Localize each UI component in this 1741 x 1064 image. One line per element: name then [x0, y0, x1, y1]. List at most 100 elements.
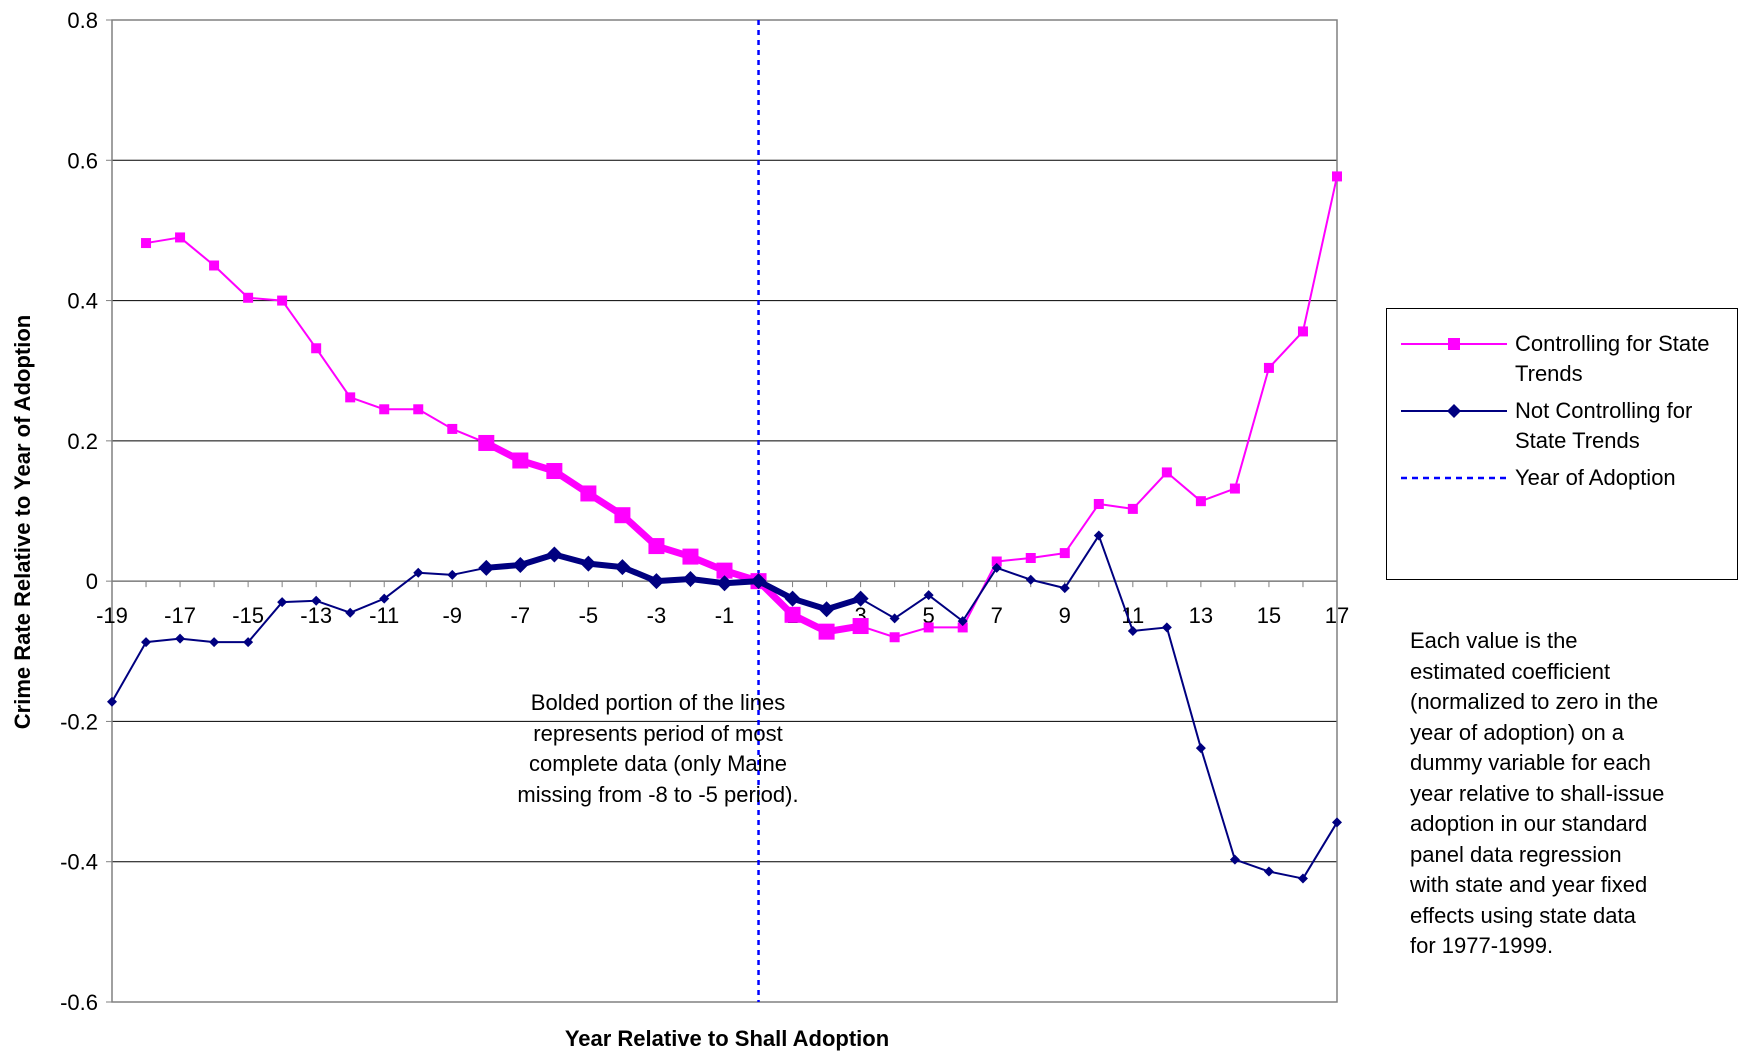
- data-point-square: [546, 463, 563, 480]
- series-segment: [893, 594, 930, 620]
- data-point-square: [1093, 498, 1104, 509]
- data-point-diamond: [923, 590, 934, 601]
- data-point-square: [175, 232, 186, 243]
- series-segment: [111, 641, 148, 703]
- series-segment: [1165, 626, 1202, 750]
- series-segment: [927, 594, 964, 623]
- data-point-diamond: [784, 590, 801, 607]
- note-line: with state and year fixed: [1410, 872, 1648, 897]
- data-point-diamond: [1297, 873, 1308, 884]
- data-point-diamond: [750, 573, 767, 590]
- data-point-square: [413, 404, 424, 415]
- x-tick-label: -7: [511, 603, 531, 628]
- data-point-square: [614, 507, 631, 524]
- series-segment: [281, 599, 318, 604]
- legend-label-line: State Trends: [1515, 428, 1640, 453]
- series-segment: [1301, 821, 1338, 880]
- data-point-diamond: [852, 590, 869, 607]
- y-tick-label: 0.2: [67, 429, 98, 454]
- note-line: adoption in our standard: [1410, 811, 1648, 836]
- legend-swatch-dotted-blue: [1401, 476, 1507, 480]
- series-segment: [995, 556, 1032, 563]
- note-line: dummy variable for each: [1410, 750, 1651, 775]
- series-segment: [1199, 487, 1236, 503]
- x-tick-label: 5: [923, 603, 935, 628]
- bold-period-annotation: Bolded portion of the lines represents p…: [478, 688, 838, 810]
- note-line: estimated coefficient: [1410, 658, 1611, 684]
- note-line: year of adoption) on a: [1410, 719, 1625, 745]
- series-segment: [619, 564, 660, 585]
- data-point-square: [716, 562, 733, 579]
- series-segment: [1199, 747, 1236, 861]
- x-tick-label: -11: [369, 603, 399, 628]
- methodology-note: Each value is the estimated coefficient …: [1410, 626, 1730, 962]
- plot-area-frame: [111, 19, 1338, 1003]
- data-point-diamond: [580, 555, 597, 572]
- data-point-square: [1195, 496, 1206, 507]
- series-segment: [859, 597, 896, 620]
- data-point-square: [1059, 548, 1070, 559]
- x-tick-label: -19: [96, 603, 128, 628]
- annotation-line: complete data (only Maine: [528, 751, 788, 776]
- legend-label-line: Controlling for State: [1515, 331, 1710, 356]
- series-segment: [145, 236, 182, 245]
- series-controlling: [141, 171, 1342, 643]
- series-segment: [1063, 502, 1100, 555]
- data-point-diamond: [889, 613, 900, 624]
- series-segment: [281, 299, 318, 350]
- series-segment: [1165, 471, 1202, 503]
- data-point-diamond: [1127, 625, 1138, 636]
- legend-label: Year of Adoption: [1515, 463, 1735, 493]
- series-segment: [1131, 471, 1168, 510]
- series-segment: [383, 571, 420, 600]
- x-tick-label: 9: [1059, 603, 1071, 628]
- x-tick-label: -1: [715, 603, 735, 628]
- x-tick-label: 13: [1189, 603, 1213, 628]
- series-segment: [349, 396, 386, 411]
- data-point-square: [580, 485, 597, 502]
- data-point-diamond: [1059, 583, 1070, 594]
- data-point-square: [1127, 503, 1138, 514]
- series-segment: [1097, 534, 1134, 632]
- data-point-square: [784, 606, 801, 623]
- y-axis-title: Crime Rate Relative to Year of Adoption: [10, 315, 35, 729]
- data-point-square: [648, 538, 665, 555]
- series-segment: [893, 626, 930, 639]
- data-point-diamond: [413, 567, 424, 578]
- series-segment: [961, 566, 998, 623]
- x-tick-label: -15: [232, 603, 264, 628]
- series-segment: [1267, 870, 1304, 880]
- legend-label-line: Year of Adoption: [1515, 465, 1676, 490]
- annotation-line: represents period of most: [533, 720, 783, 746]
- annotation-line: missing from -8 to -5 period).: [517, 781, 799, 807]
- series-segment: [315, 347, 352, 399]
- data-point-diamond: [107, 696, 117, 707]
- data-point-diamond: [141, 637, 152, 648]
- y-tick-label: -0.2: [60, 709, 98, 734]
- data-point-diamond: [1229, 854, 1240, 865]
- note-line: Each value is the: [1410, 628, 1578, 653]
- series-segment: [213, 264, 250, 299]
- series-segment: [1063, 534, 1100, 590]
- data-point-diamond: [716, 575, 733, 592]
- series-segment: [417, 408, 454, 430]
- data-point-square: [682, 548, 699, 565]
- series-not-controlling: [107, 530, 1342, 884]
- data-point-square: [277, 295, 288, 306]
- series-segment: [247, 601, 284, 644]
- data-point-diamond: [175, 633, 186, 644]
- legend-label: Not Controlling for State Trends: [1515, 396, 1735, 456]
- legend-label-line: Trends: [1515, 361, 1583, 386]
- data-point-diamond: [512, 557, 529, 574]
- axes: 0.80.60.40.20-0.2-0.4-0.6-19 -17 -15 -13 -11…: [60, 8, 1349, 1015]
- note-line: panel data regression: [1410, 841, 1622, 867]
- data-point-diamond: [648, 573, 665, 590]
- note-line: year relative to shall-issue: [1410, 780, 1665, 806]
- series-segment: [247, 296, 284, 302]
- data-point-diamond: [209, 637, 220, 648]
- series-segment: [1233, 366, 1270, 490]
- series-segment: [179, 236, 216, 267]
- data-point-square: [379, 404, 390, 415]
- note-line: (normalized to zero in the: [1410, 689, 1659, 714]
- x-tick-label: 15: [1257, 603, 1281, 628]
